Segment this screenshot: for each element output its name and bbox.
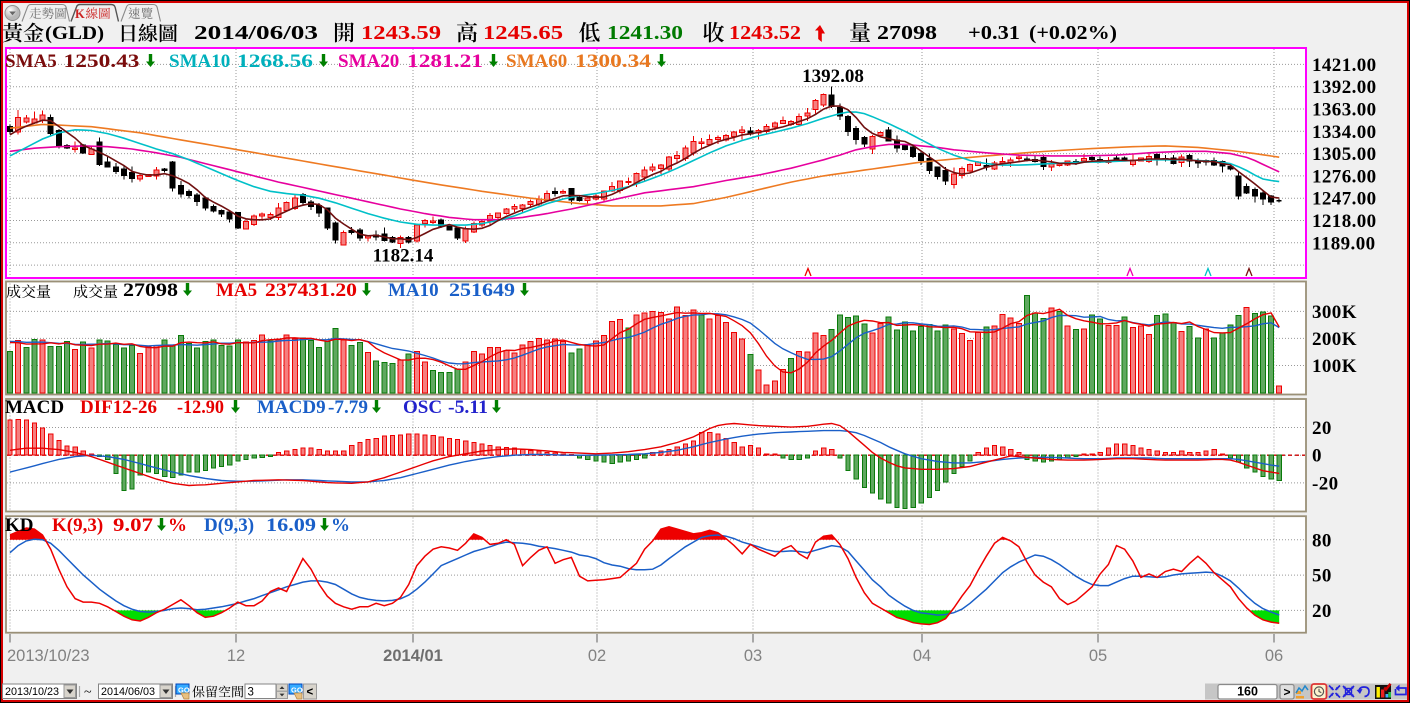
- svg-text:1247.00: 1247.00: [1312, 189, 1377, 210]
- svg-text:1241.30: 1241.30: [607, 22, 683, 44]
- svg-text:DIF12-26: DIF12-26: [80, 397, 157, 418]
- svg-text:1189.00: 1189.00: [1312, 233, 1376, 254]
- svg-text:02: 02: [588, 647, 606, 665]
- svg-text:GO: GO: [291, 686, 303, 695]
- svg-text:27098: 27098: [123, 280, 178, 301]
- svg-text:>: >: [1284, 685, 1291, 699]
- svg-text:06: 06: [1265, 647, 1283, 665]
- svg-text:0: 0: [1312, 446, 1322, 467]
- svg-text:1250.43: 1250.43: [64, 51, 140, 72]
- svg-text:+0.31: +0.31: [968, 22, 1020, 44]
- svg-text:GO: GO: [178, 686, 190, 695]
- svg-text:1300.34: 1300.34: [575, 51, 652, 72]
- svg-text:KD: KD: [5, 515, 34, 536]
- svg-text:300K: 300K: [1312, 302, 1357, 323]
- svg-text:-20: -20: [1312, 473, 1339, 494]
- svg-text:1276.00: 1276.00: [1312, 166, 1377, 187]
- svg-text:1245.65: 1245.65: [483, 22, 563, 44]
- svg-text:MACD: MACD: [5, 397, 64, 418]
- svg-text:100K: 100K: [1312, 356, 1357, 377]
- svg-text:~: ~: [84, 685, 92, 700]
- svg-text:20: 20: [1312, 601, 1332, 622]
- svg-text:1363.00: 1363.00: [1312, 100, 1377, 121]
- svg-text:1182.14: 1182.14: [373, 246, 434, 267]
- svg-text:2014/06/03: 2014/06/03: [194, 22, 318, 44]
- svg-text:1392.00: 1392.00: [1312, 77, 1377, 98]
- svg-text:04: 04: [913, 647, 931, 665]
- svg-text:MACD9: MACD9: [257, 397, 326, 418]
- svg-text:<: <: [307, 687, 314, 699]
- svg-text:1421.00: 1421.00: [1312, 55, 1377, 76]
- svg-text:-5.11: -5.11: [448, 397, 488, 418]
- svg-text:K(9,3): K(9,3): [52, 515, 103, 536]
- svg-text:2013/10/23: 2013/10/23: [5, 686, 59, 698]
- svg-text:SMA10: SMA10: [169, 51, 230, 72]
- svg-text:K: K: [75, 7, 85, 21]
- svg-text:1268.56: 1268.56: [237, 51, 313, 72]
- svg-text:1305.00: 1305.00: [1312, 144, 1377, 165]
- svg-text:1392.08: 1392.08: [802, 66, 864, 87]
- svg-text:D(9,3): D(9,3): [204, 515, 254, 536]
- svg-text:1243.52: 1243.52: [729, 22, 801, 44]
- svg-text:9.07: 9.07: [113, 515, 154, 536]
- svg-text:1334.00: 1334.00: [1312, 122, 1377, 143]
- svg-text:2014/06/03: 2014/06/03: [101, 686, 155, 698]
- svg-text:-12.90: -12.90: [177, 397, 224, 418]
- svg-text:-7.79: -7.79: [328, 397, 368, 418]
- svg-text:2013/10/23: 2013/10/23: [7, 647, 90, 665]
- svg-text:20: 20: [1312, 418, 1332, 439]
- svg-text:%: %: [331, 515, 350, 536]
- svg-text:160: 160: [1237, 685, 1258, 699]
- svg-text:(GLD): (GLD): [45, 23, 104, 44]
- svg-text:%: %: [168, 515, 187, 536]
- svg-text:1243.59: 1243.59: [361, 22, 441, 44]
- svg-text:80: 80: [1312, 530, 1332, 551]
- svg-text:16.09: 16.09: [266, 515, 316, 536]
- svg-text:MA10: MA10: [388, 280, 439, 301]
- svg-text:200K: 200K: [1312, 329, 1357, 350]
- svg-text:05: 05: [1089, 647, 1107, 665]
- svg-text:SMA20: SMA20: [338, 51, 399, 72]
- svg-text:(+0.02%): (+0.02%): [1029, 22, 1117, 44]
- svg-text:2014/01: 2014/01: [383, 647, 443, 665]
- svg-text:SMA60: SMA60: [506, 51, 567, 72]
- svg-text:12: 12: [227, 647, 245, 665]
- svg-text:251649: 251649: [449, 280, 515, 301]
- svg-text:50: 50: [1312, 566, 1332, 587]
- svg-text:SMA5: SMA5: [5, 51, 57, 72]
- svg-text:1281.21: 1281.21: [407, 51, 483, 72]
- svg-text:3: 3: [248, 687, 254, 699]
- svg-text:237431.20: 237431.20: [265, 280, 357, 301]
- svg-text:OSC: OSC: [403, 397, 442, 418]
- svg-text:27098: 27098: [877, 22, 937, 44]
- svg-text:1218.00: 1218.00: [1312, 211, 1377, 232]
- svg-text:03: 03: [744, 647, 762, 665]
- svg-text:MA5: MA5: [216, 280, 257, 301]
